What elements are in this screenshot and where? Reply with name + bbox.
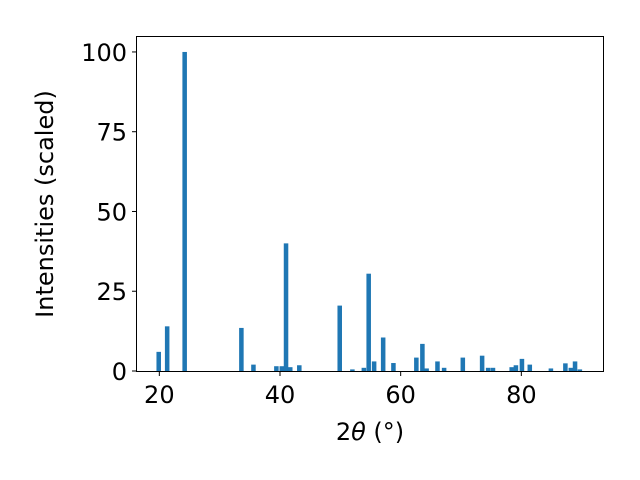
bar (435, 361, 440, 371)
bar (490, 367, 496, 371)
x-tick-label: 20 (144, 381, 175, 409)
bar (420, 343, 425, 371)
bar (391, 363, 396, 371)
bar (414, 357, 419, 371)
bar (568, 367, 574, 371)
plot-frame (136, 36, 604, 372)
x-axis-label: 2θ (°) (336, 418, 404, 446)
bar (509, 367, 514, 371)
bar (350, 369, 355, 371)
bar (479, 355, 485, 371)
bar (156, 351, 161, 371)
bar (380, 337, 386, 371)
bar (182, 51, 187, 371)
x-axis-label-symbol: θ (351, 418, 366, 446)
bar (572, 361, 578, 371)
bar (548, 368, 554, 371)
x-tick-label: 60 (385, 381, 416, 409)
bar (366, 273, 371, 371)
bar (251, 364, 256, 371)
bar (371, 361, 377, 371)
bar (460, 357, 466, 371)
bar (274, 366, 279, 371)
bar (424, 368, 429, 371)
y-axis-label: Intensities (scaled) (31, 90, 59, 318)
bar (337, 305, 342, 371)
bar (563, 363, 568, 371)
bar (164, 326, 170, 371)
bar (485, 367, 491, 371)
x-axis-ticks: 20 40 60 80 (144, 371, 537, 409)
bar (279, 366, 285, 371)
x-axis-label-prefix: 2 (336, 418, 351, 446)
bar-series (156, 51, 583, 371)
bar (287, 367, 293, 371)
bar (297, 365, 302, 371)
bar (577, 369, 583, 371)
bar (527, 364, 533, 371)
y-tick-label: 25 (96, 278, 127, 306)
y-tick-label: 50 (96, 198, 127, 226)
bar (283, 243, 289, 371)
y-tick-label: 100 (81, 39, 127, 67)
bar (239, 327, 244, 371)
y-tick-label: 75 (96, 119, 127, 147)
bar (519, 358, 525, 371)
bar (441, 367, 447, 371)
bar (361, 367, 367, 371)
x-tick-label: 80 (506, 381, 537, 409)
y-axis-ticks: 0 25 50 75 100 (81, 39, 137, 386)
bar (513, 365, 519, 371)
y-tick-label: 0 (112, 358, 127, 386)
x-tick-label: 40 (265, 381, 296, 409)
x-axis-label-unit: (°) (366, 418, 404, 446)
